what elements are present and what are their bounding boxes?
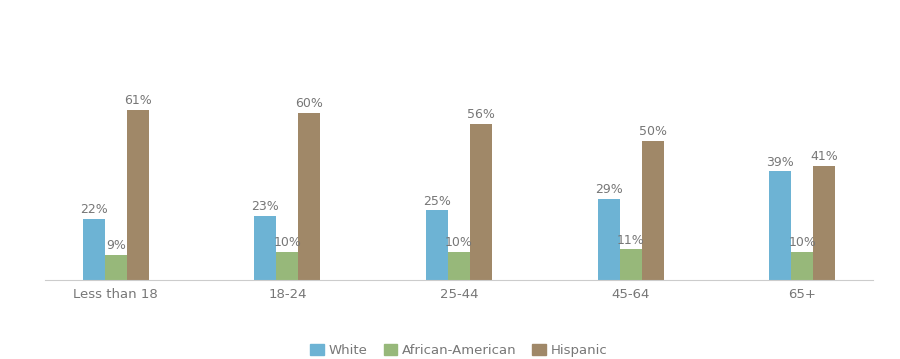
Bar <box>791 252 814 280</box>
Bar <box>448 252 470 280</box>
Bar <box>426 210 448 280</box>
Text: 60%: 60% <box>295 97 323 110</box>
Bar <box>770 171 791 280</box>
Text: 23%: 23% <box>251 200 279 213</box>
Bar <box>470 124 492 280</box>
Text: 50%: 50% <box>639 125 667 138</box>
Bar <box>814 166 835 280</box>
Bar <box>619 250 642 280</box>
Bar <box>255 216 276 280</box>
Legend: White, African-American, Hispanic: White, African-American, Hispanic <box>305 339 613 359</box>
Bar <box>276 252 299 280</box>
Text: 10%: 10% <box>788 236 816 250</box>
Text: 10%: 10% <box>446 236 472 250</box>
Text: 56%: 56% <box>467 108 495 121</box>
Bar <box>83 219 104 280</box>
Bar <box>299 113 320 280</box>
Text: 39%: 39% <box>766 155 794 168</box>
Text: 9%: 9% <box>106 239 126 252</box>
Text: 41%: 41% <box>811 150 838 163</box>
Text: 22%: 22% <box>80 203 107 216</box>
Bar <box>127 110 148 280</box>
Text: 10%: 10% <box>274 236 302 250</box>
Text: 25%: 25% <box>423 195 451 208</box>
Text: 61%: 61% <box>124 94 152 107</box>
Text: 11%: 11% <box>616 234 644 247</box>
Bar <box>642 141 663 280</box>
Bar <box>598 199 619 280</box>
Bar <box>104 255 127 280</box>
Text: 29%: 29% <box>595 183 623 196</box>
